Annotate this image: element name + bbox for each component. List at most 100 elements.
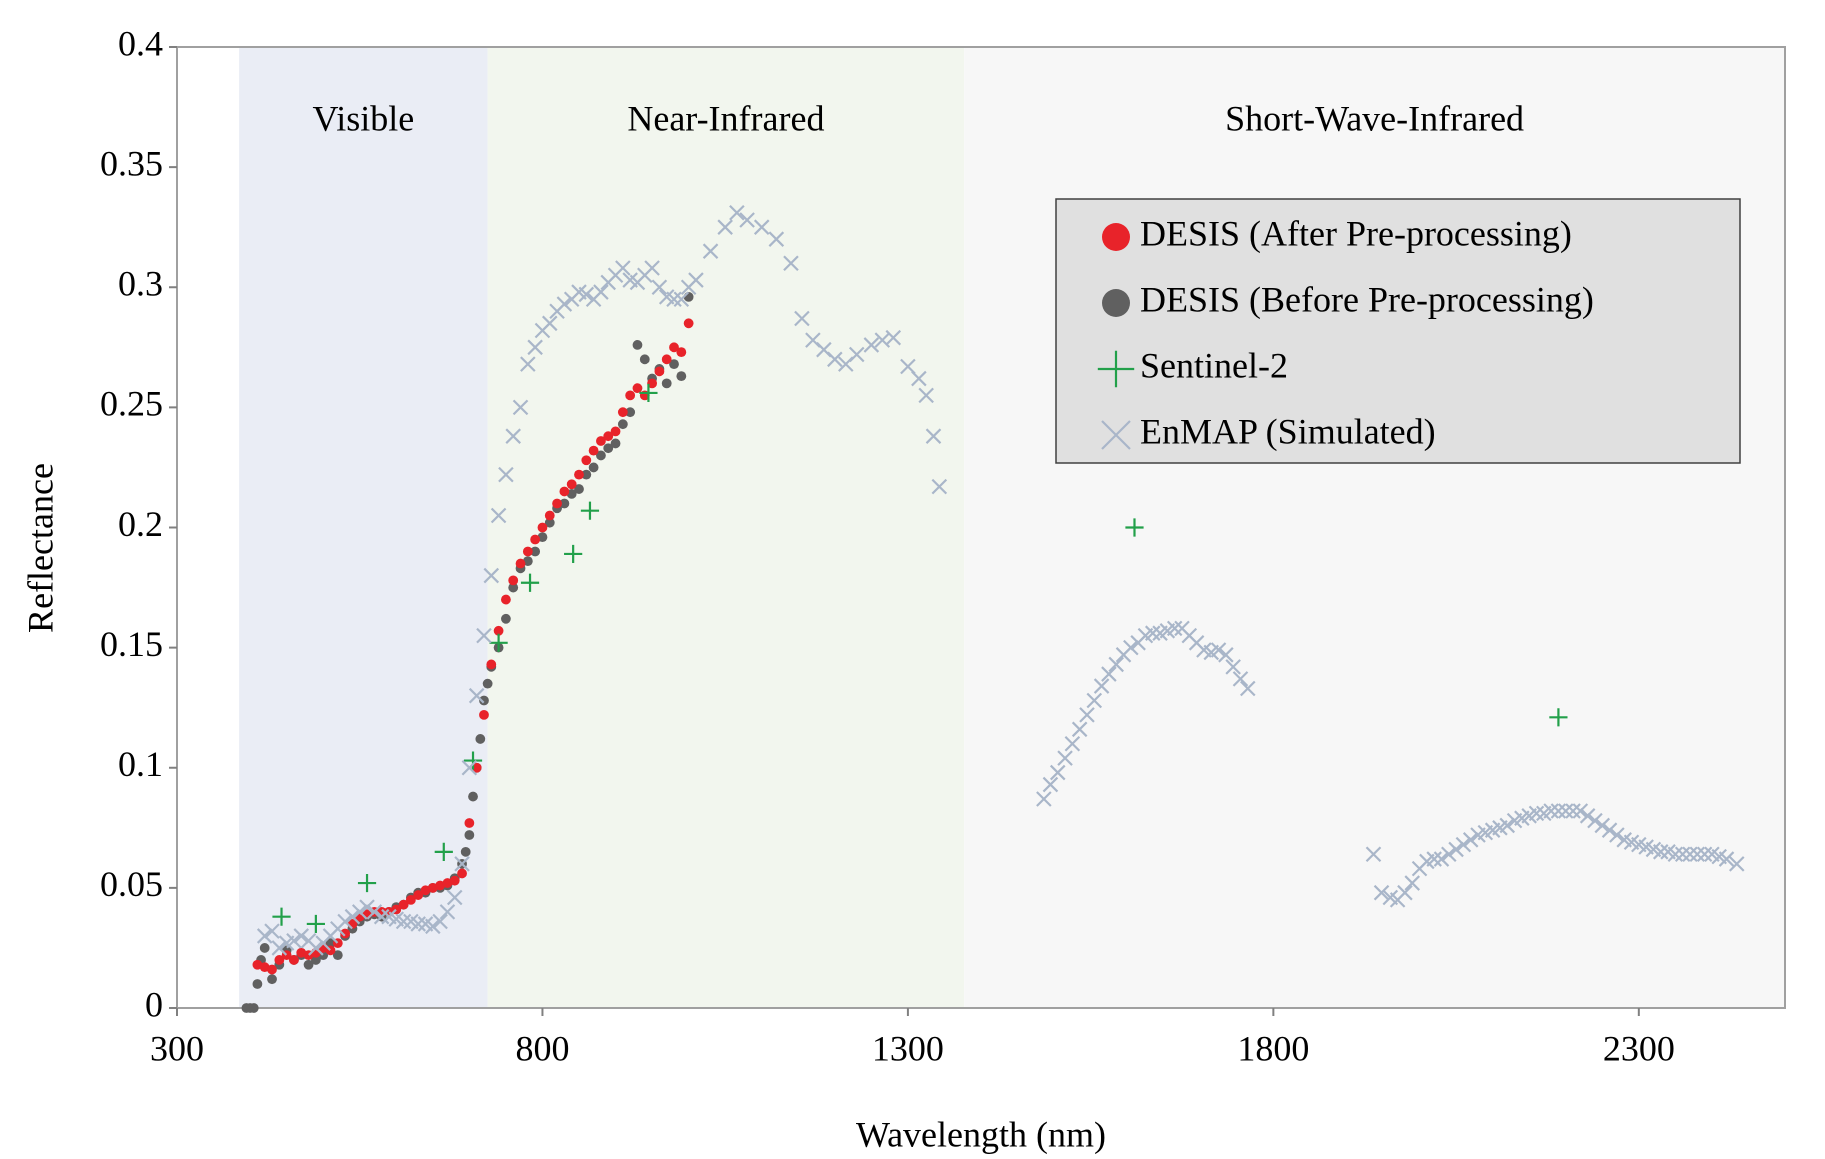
data-point [515,558,526,569]
data-point [552,498,562,509]
data-point [702,243,719,259]
x-tick-label: 1300 [872,1028,944,1068]
data-point [482,678,493,689]
data-point [688,272,704,288]
data-point [676,371,687,382]
data-point [530,546,541,557]
data-point [289,955,299,965]
data-point [1426,851,1442,867]
data-point [1086,692,1103,709]
data-point [303,959,314,970]
data-point [490,507,507,524]
data-point [544,517,555,528]
data-point [530,534,541,545]
data-point [931,478,948,495]
data-point [564,544,583,564]
data-point [410,916,426,932]
data-point [863,337,880,353]
data-point [1049,764,1066,781]
data-point [425,918,441,935]
legend-label: EnMAP (Simulated) [1140,411,1436,451]
data-point [463,751,483,770]
data-point [632,383,643,394]
data-point [1123,639,1139,656]
data-point [1499,817,1516,834]
region-label: Short-Wave-Infrared [1225,98,1524,138]
data-point [1108,656,1124,673]
data-point [596,436,606,446]
data-point [267,974,277,985]
data-point [468,687,485,704]
data-point [366,904,383,920]
data-point [308,940,324,956]
data-point [439,904,456,920]
data-point [559,486,570,497]
legend-box [1055,198,1741,464]
data-point [293,928,310,944]
data-point [476,627,492,644]
data-point [1667,846,1684,863]
data-point [340,928,351,939]
data-point [588,462,599,473]
data-point [460,846,471,857]
data-point [359,899,375,915]
y-tick-label: 0.1 [118,744,163,784]
legend-label: DESIS (After Pre-processing) [1140,213,1572,253]
data-point [559,498,570,509]
data-point [541,315,558,332]
data-point [566,479,577,490]
data-point [1079,707,1095,723]
data-point [1728,856,1745,872]
data-point [252,979,263,989]
data-point [556,296,573,312]
y-tick-label: 0 [145,984,163,1024]
data-point [669,359,679,370]
data-point [885,329,902,346]
data-point [508,582,519,593]
data-point [461,759,478,776]
data-point [1543,803,1559,819]
data-point [1218,647,1234,663]
data-point [464,830,475,840]
data-point [1404,875,1421,891]
data-point [1528,805,1545,822]
data-point [325,938,336,949]
data-point [673,291,690,308]
data-point [520,356,536,372]
legend-marker [1101,420,1131,450]
data-point [286,932,302,949]
data-point [644,260,660,276]
data-point [669,342,679,353]
data-point [651,279,668,296]
data-point [1240,680,1256,697]
data-point [483,567,500,584]
data-point [395,913,412,930]
data-point [1441,846,1457,863]
data-point [578,286,595,303]
data-point [398,899,409,910]
data-point [351,904,368,920]
data-point [848,346,865,363]
data-point [1166,620,1183,637]
data-point [373,908,390,925]
data-point [574,484,584,494]
data-point [1232,671,1249,687]
data-point [527,339,543,356]
data-point [271,940,288,956]
data-point [1225,659,1241,675]
x-tick-label: 800 [515,1028,569,1068]
data-point [661,378,672,389]
data-point [639,354,650,365]
data-point [593,284,609,300]
data-point [457,868,467,879]
data-point [1125,518,1144,537]
data-point [717,219,733,235]
data-point [475,734,486,744]
data-point [413,890,424,900]
data-point [1397,884,1413,901]
data-point [581,469,592,480]
data-point [647,378,657,389]
data-point [625,407,636,418]
data-point [479,709,489,720]
